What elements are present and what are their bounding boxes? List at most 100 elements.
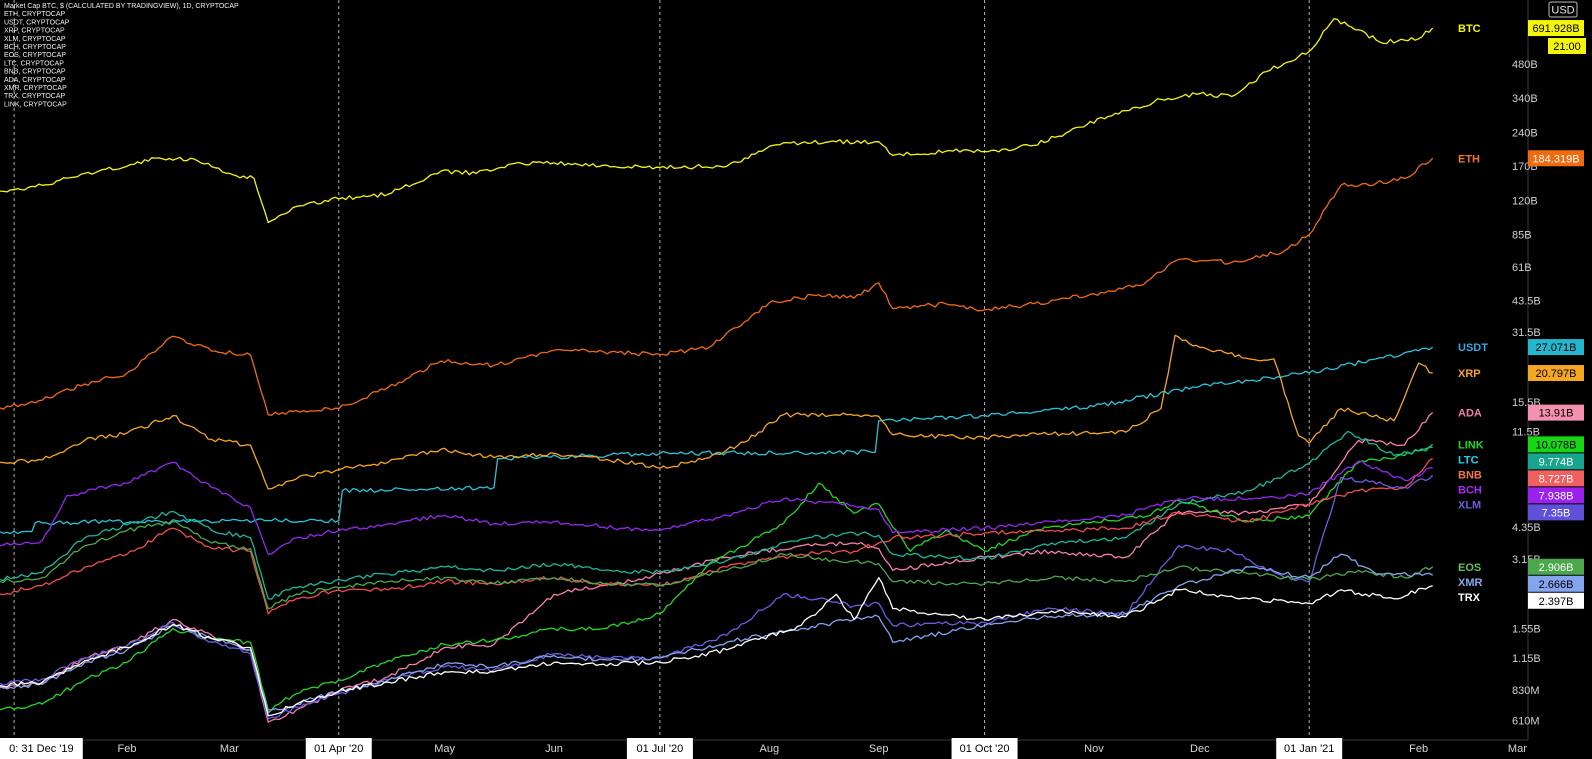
date-tick-10: Nov (1084, 743, 1104, 755)
series-line-bch (0, 460, 1433, 555)
price-tick-17: 610M (1512, 715, 1540, 727)
legend-item-10: XMR, CRYPTOCAP (4, 85, 67, 92)
badge-ltc (1528, 453, 1584, 470)
price-tick-7: 61B (1512, 262, 1532, 274)
badge-value-link: 10.078B (1536, 439, 1577, 451)
series-label-usdt: USDT (1458, 342, 1488, 354)
legend-item-3: XRP, CRYPTOCAP (4, 28, 65, 35)
series-label-xlm: XLM (1458, 499, 1481, 511)
date-tick-11: Dec (1190, 743, 1210, 755)
badge-value-eos: 2.906B (1539, 562, 1574, 574)
date-tick-box-12 (1276, 738, 1343, 759)
badge-value-bnb: 8.727B (1539, 473, 1574, 485)
price-tick-3: 240B (1512, 127, 1538, 139)
series-label-ada: ADA (1458, 408, 1482, 420)
price-axis[interactable]: 480B340B240B170B120B85B61B43.5B31.5B15.5… (1512, 59, 1541, 727)
price-tick-2: 340B (1512, 93, 1538, 105)
badge-bch (1528, 487, 1584, 504)
series-label-trx: TRX (1458, 592, 1481, 604)
date-tick-9: 01 Oct '20 (960, 743, 1010, 755)
date-tick-box-6 (626, 738, 693, 759)
time-badge-label: 21:00 (1553, 41, 1581, 53)
badge-value-eth: 184.319B (1532, 153, 1579, 165)
badge-eos (1528, 558, 1584, 575)
time-axis[interactable]: 0: 31 Dec '19 Feb Mar 01 Apr '20 May Jun 01 Ju… (0, 738, 1527, 759)
series-line-xrp (0, 334, 1433, 490)
badge-xmr (1528, 575, 1584, 592)
series-label-ltc: LTC (1458, 454, 1479, 466)
series-label-bch: BCH (1458, 484, 1482, 496)
date-tick-0: 0: 31 Dec '19 (9, 743, 73, 755)
badge-value-xlm: 7.35B (1542, 507, 1571, 519)
legend-item-12: LINK, CRYPTOCAP (4, 101, 67, 108)
badge-btc (1528, 20, 1584, 37)
badge-value-ltc: 9.774B (1539, 456, 1574, 468)
badge-xlm (1528, 504, 1584, 521)
price-tick-12: 4.35B (1512, 522, 1541, 534)
price-tick-15: 1.15B (1512, 653, 1541, 665)
badge-value-btc: 691.928B (1532, 23, 1579, 35)
date-tick-12: 01 Jan '21 (1284, 743, 1334, 755)
series-line-eos (0, 520, 1434, 610)
series-label-eos: EOS (1458, 562, 1481, 574)
legend-item-1: ETH, CRYPTOCAP (4, 11, 66, 18)
price-tick-8: 43.5B (1512, 295, 1541, 307)
date-tick-2: Mar (220, 743, 239, 755)
price-tick-9: 31.5B (1512, 327, 1541, 339)
date-tick-box-9 (951, 738, 1018, 759)
currency-button[interactable]: USD (1548, 1, 1578, 18)
series-line-usdt (0, 346, 1434, 535)
time-badge-background (1548, 38, 1586, 54)
series-label-eth: ETH (1458, 153, 1480, 165)
date-tick-8: Sep (869, 743, 889, 755)
legend-item-8: BNB, CRYPTOCAP (4, 69, 66, 76)
legend-item-0: Market Cap BTC, $ (CALCULATED BY TRADING… (4, 3, 239, 10)
price-tick-11: 11.5B (1512, 426, 1540, 438)
series-label-btc: BTC (1458, 23, 1481, 35)
date-tick-14: Mar (1508, 743, 1527, 755)
date-tick-1: Feb (118, 743, 137, 755)
date-tick-5: Jun (545, 743, 563, 755)
currency-button-frame (1548, 1, 1578, 18)
series-line-trx (0, 577, 1433, 717)
badge-xrp (1528, 365, 1584, 382)
currency-button-label: USD (1551, 5, 1574, 17)
series-line-link (0, 443, 1434, 711)
badge-value-usdt: 27.071B (1536, 342, 1577, 354)
price-tick-14: 1.55B (1512, 624, 1541, 636)
series-line-eth (0, 157, 1434, 416)
date-tick-6: 01 Jul '20 (637, 743, 684, 755)
price-tick-16: 830M (1512, 685, 1540, 697)
badge-value-trx: 2.397B (1539, 596, 1574, 608)
series-line-ltc (0, 430, 1433, 600)
series-label-link: LINK (1458, 439, 1484, 451)
legend-item-11: TRX, CRYPTOCAP (4, 93, 66, 100)
date-tick-box-3 (305, 738, 372, 759)
legend-item-4: XLM, CRYPTOCAP (4, 36, 66, 43)
series-label-bnb: BNB (1458, 469, 1482, 481)
last-value-badges: 691.928B 184.319B 27.071B 20.797B 13.91B 10.0… (1528, 20, 1584, 609)
legend-item-9: ADA, CRYPTOCAP (4, 77, 66, 84)
date-tick-4: May (434, 743, 455, 755)
badge-value-bch: 7.938B (1539, 490, 1574, 502)
series-label-xrp: XRP (1458, 368, 1481, 380)
series-label-xmr: XMR (1458, 577, 1483, 589)
time-badge: 21:00 (1548, 38, 1586, 54)
badge-trx (1528, 592, 1584, 609)
badge-ada (1528, 404, 1584, 421)
legend-item-6: EOS, CRYPTOCAP (4, 52, 66, 59)
badge-bnb (1528, 470, 1584, 487)
series-labels: BTC ETH USDT XRP ADA LINK LTC BNB BCH XLM EOS XMR TR… (1458, 23, 1488, 604)
badge-value-xmr: 2.666B (1539, 579, 1574, 591)
price-tick-5: 120B (1512, 196, 1538, 208)
badge-value-ada: 13.91B (1539, 408, 1574, 420)
series-line-btc (0, 18, 1434, 224)
legend-item-5: BCH, CRYPTOCAP (4, 44, 66, 51)
legend-item-7: LTC, CRYPTOCAP (4, 60, 64, 67)
badge-link (1528, 436, 1584, 453)
date-tick-box-0 (0, 738, 83, 759)
date-tick-3: 01 Apr '20 (314, 743, 363, 755)
